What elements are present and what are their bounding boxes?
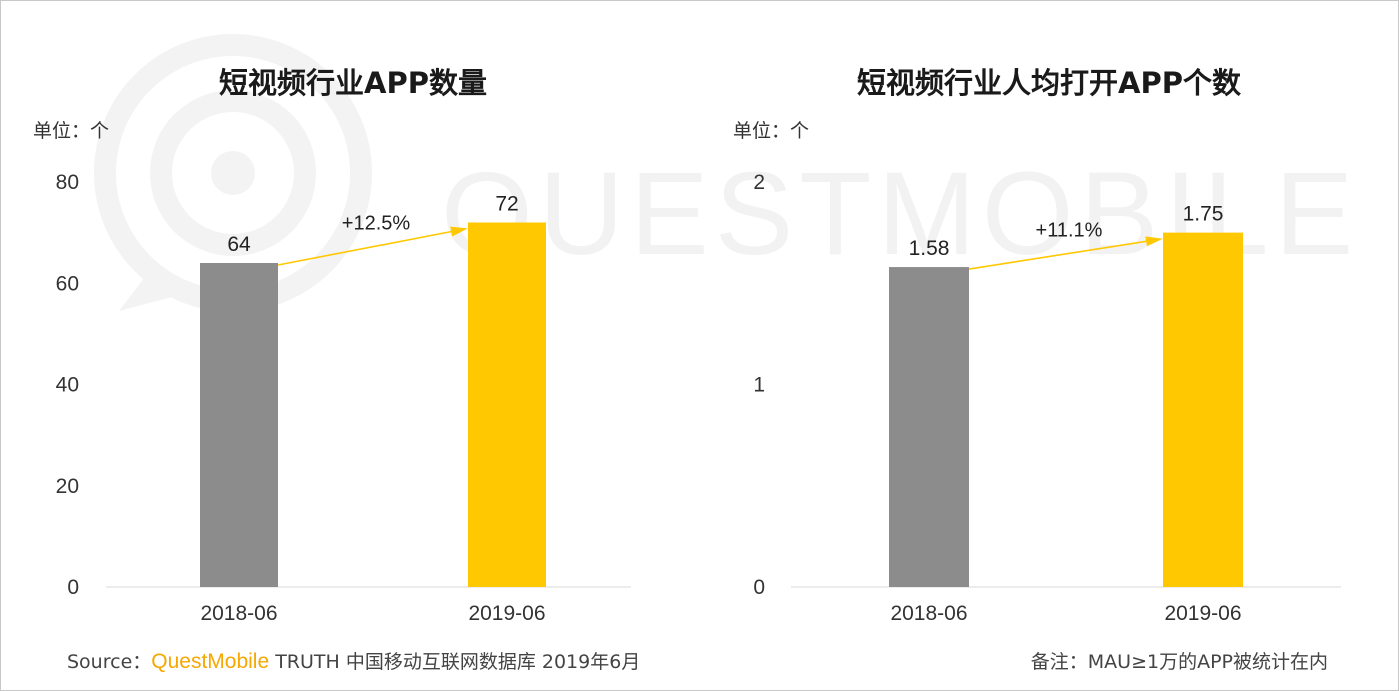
chart-left-unit: 单位：个: [33, 120, 109, 142]
chart-left-x-tick-label: 2018-06: [200, 602, 277, 625]
source-footer: Source：QuestMobile TRUTH 中国移动互联网数据库 2019…: [67, 647, 640, 674]
chart-left-growth-arrowhead-icon: [450, 226, 468, 237]
chart-left-bar: [200, 263, 278, 587]
chart-left-title: 短视频行业APP数量: [219, 66, 487, 100]
chart-left-x-tick-label: 2019-06: [468, 602, 545, 625]
chart-left-bars: 64 2018-06 72 2019-06 +12.5%: [200, 193, 546, 625]
chart-left-y-tick-label: 0: [67, 576, 79, 599]
chart-left-growth-label: +12.5%: [342, 212, 411, 234]
footnote: 备注：MAU≥1万的APP被统计在内: [1030, 651, 1328, 673]
chart-left-y-tick-label: 20: [56, 475, 79, 498]
chart-left-value-label: 64: [227, 233, 251, 256]
chart-left-bar: [468, 222, 546, 587]
chart-left-y-tick-label: 80: [56, 171, 79, 194]
source-brand: QuestMobile: [151, 650, 270, 673]
source-text: TRUTH 中国移动互联网数据库 2019年6月: [269, 651, 641, 673]
chart-left-value-label: 72: [495, 193, 518, 216]
chart-left-y-axis: 0 20 40 60 80: [56, 171, 79, 599]
chart-left-growth-arrow: [277, 228, 463, 266]
chart-left-y-tick-label: 40: [56, 374, 79, 397]
source-prefix: Source：: [67, 651, 152, 673]
chart-left-y-tick-label: 60: [56, 272, 79, 295]
